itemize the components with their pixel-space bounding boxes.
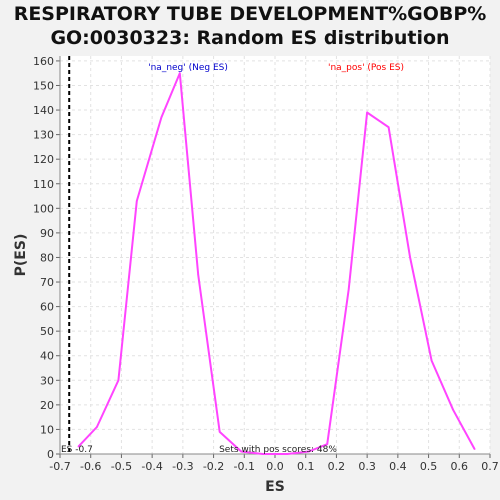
x-tick-label: 0.6 <box>451 460 469 473</box>
x-tick-label: 0.3 <box>358 460 376 473</box>
chart-title-line-1: RESPIRATORY TUBE DEVELOPMENT%GOBP% <box>13 3 487 25</box>
x-tick-label: 0.1 <box>297 460 315 473</box>
neg-es-label: 'na_neg' (Neg ES) <box>148 63 228 73</box>
y-tick-label: 120 <box>33 153 54 166</box>
y-tick-label: 160 <box>33 55 54 68</box>
data-point <box>240 450 243 453</box>
chart-title-line-2: GO:0030323: Random ES distribution <box>50 27 450 49</box>
data-point <box>197 273 200 276</box>
x-tick-label: 0.4 <box>389 460 407 473</box>
y-tick-label: 100 <box>33 202 54 215</box>
data-point <box>347 288 350 291</box>
data-point <box>286 453 289 455</box>
x-tick-label: -0.5 <box>111 460 132 473</box>
x-tick-label: -0.2 <box>203 460 224 473</box>
data-point <box>178 72 181 74</box>
data-point <box>307 450 310 453</box>
y-tick-label: 30 <box>40 374 54 387</box>
data-point <box>117 379 120 382</box>
y-tick-label: 60 <box>40 301 54 314</box>
y-tick-label: 20 <box>40 399 54 412</box>
pos-scores-note: Sets with pos scores: 48% <box>219 445 337 455</box>
y-tick-label: 10 <box>40 423 54 436</box>
x-tick-label: -0.6 <box>80 460 101 473</box>
data-point <box>366 111 368 114</box>
data-point <box>430 359 433 362</box>
y-tick-label: 150 <box>33 79 54 92</box>
data-point <box>218 431 221 433</box>
x-tick-label: -0.7 <box>49 460 70 473</box>
x-tick-label: -0.1 <box>234 460 255 473</box>
data-point <box>452 408 454 411</box>
series-lines <box>77 72 476 455</box>
y-tick-label: 140 <box>33 104 54 117</box>
data-point <box>135 200 138 202</box>
es-marker-label: ES -0.7 <box>61 445 93 455</box>
data-point <box>409 256 411 259</box>
y-tick-label: 0 <box>47 448 54 461</box>
data-point <box>77 445 80 448</box>
y-tick-label: 130 <box>33 129 54 142</box>
grid-lines <box>59 56 491 455</box>
x-axis-label: ES <box>265 479 285 495</box>
x-tick-label: -0.3 <box>172 460 193 473</box>
y-tick-label: 110 <box>33 178 54 191</box>
x-tick-label: 0.2 <box>328 460 346 473</box>
x-tick-label: 0.5 <box>420 460 438 473</box>
data-point <box>473 448 476 450</box>
y-tick-label: 50 <box>40 325 54 338</box>
data-point <box>160 116 163 119</box>
tick-labels: -0.7 -0.6 -0.5 -0.4 -0.3 -0.2 -0.1 0.0 0.1 0.2 0.3… <box>33 55 499 473</box>
x-tick-label: -0.4 <box>141 460 162 473</box>
series-line <box>77 72 476 455</box>
pos-es-label: 'na_pos' (Pos ES) <box>328 63 404 73</box>
x-tick-label: 0.7 <box>481 460 499 473</box>
data-point <box>387 126 390 129</box>
x-tick-label: 0.0 <box>266 460 284 473</box>
y-tick-label: 40 <box>40 350 54 363</box>
y-tick-label: 80 <box>40 251 54 264</box>
data-point <box>326 443 329 445</box>
y-tick-label: 70 <box>40 276 54 289</box>
data-point <box>261 453 264 455</box>
y-tick-label: 90 <box>40 227 54 240</box>
data-point <box>96 426 98 428</box>
y-axis-label: P(ES) <box>13 234 29 277</box>
